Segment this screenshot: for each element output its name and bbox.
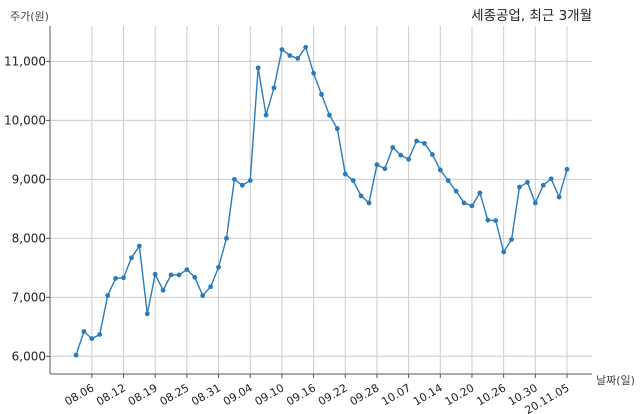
data-point bbox=[461, 200, 467, 206]
data-point bbox=[406, 156, 412, 162]
data-point bbox=[382, 166, 388, 172]
data-point bbox=[374, 162, 380, 168]
data-point bbox=[501, 249, 507, 255]
x-tick-label: 10.07 bbox=[379, 381, 413, 408]
x-tick-label: 09.04 bbox=[221, 381, 255, 408]
data-point bbox=[469, 203, 475, 209]
data-point bbox=[81, 329, 87, 334]
data-point bbox=[200, 293, 206, 298]
y-tick-labels: 6,000 7,000 8,000 9,000 10,000 11,000 bbox=[4, 54, 46, 363]
data-point bbox=[429, 152, 435, 157]
data-point bbox=[176, 272, 182, 278]
y-tick-label: 10,000 bbox=[4, 113, 46, 127]
data-point bbox=[532, 200, 538, 206]
data-point bbox=[525, 179, 530, 185]
data-point bbox=[311, 70, 316, 76]
x-tick-label: 08.25 bbox=[158, 381, 192, 408]
x-tick-label: 10.14 bbox=[411, 381, 445, 408]
data-point bbox=[231, 176, 237, 182]
y-tick-label: 11,000 bbox=[4, 54, 46, 68]
grid-lines bbox=[50, 26, 592, 374]
data-point bbox=[192, 274, 198, 280]
data-point bbox=[136, 243, 142, 249]
data-point bbox=[453, 188, 459, 194]
data-point bbox=[350, 178, 356, 183]
data-point bbox=[540, 182, 546, 188]
data-point bbox=[255, 65, 261, 71]
data-point bbox=[295, 56, 301, 61]
data-point bbox=[263, 112, 269, 118]
data-point bbox=[358, 193, 364, 199]
y-tick-label: 8,000 bbox=[12, 231, 46, 245]
x-tick-label: 08.12 bbox=[94, 381, 128, 408]
data-point bbox=[414, 138, 419, 144]
chart-title: 세종공업, 최근 3개월 bbox=[471, 8, 592, 24]
axes bbox=[46, 26, 592, 378]
y-tick-label: 7,000 bbox=[12, 290, 46, 304]
data-point bbox=[422, 140, 427, 146]
x-tick-label: 08.19 bbox=[126, 381, 160, 408]
data-point bbox=[144, 311, 150, 317]
data-point bbox=[89, 336, 95, 342]
data-point bbox=[477, 190, 483, 196]
data-point bbox=[564, 166, 570, 172]
data-point bbox=[271, 85, 277, 91]
data-point bbox=[493, 218, 499, 224]
data-point bbox=[509, 237, 514, 242]
data-point bbox=[73, 352, 79, 358]
data-point bbox=[129, 255, 134, 261]
data-point bbox=[239, 182, 245, 188]
x-tick-label: 09.10 bbox=[253, 381, 287, 408]
x-tick-label: 09.28 bbox=[348, 381, 382, 408]
data-point bbox=[485, 217, 491, 223]
data-point bbox=[327, 112, 332, 118]
y-tick-label: 9,000 bbox=[12, 172, 46, 186]
data-point bbox=[319, 92, 324, 97]
x-axis-label: 날짜(일) bbox=[596, 373, 635, 387]
data-point bbox=[184, 267, 190, 272]
data-point bbox=[342, 171, 348, 177]
data-point bbox=[216, 264, 221, 270]
data-point bbox=[517, 184, 522, 190]
data-point bbox=[334, 126, 340, 132]
data-point bbox=[121, 275, 126, 281]
data-point bbox=[105, 293, 111, 298]
data-point bbox=[160, 287, 166, 293]
x-tick-label: 10.20 bbox=[443, 381, 477, 408]
x-tick-label: 08.06 bbox=[63, 381, 97, 408]
data-point bbox=[390, 145, 396, 150]
data-point bbox=[152, 271, 158, 277]
data-point bbox=[168, 272, 174, 278]
x-tick-labels: 08.0608.1208.1908.2508.3109.0409.1009.16… bbox=[63, 381, 572, 414]
data-point bbox=[279, 47, 285, 52]
price-series bbox=[73, 44, 570, 358]
x-tick-label: 10.26 bbox=[474, 381, 508, 408]
x-tick-label: 09.22 bbox=[316, 381, 350, 408]
data-point bbox=[366, 200, 372, 206]
y-axis-label: 주가(원) bbox=[10, 10, 49, 23]
data-point bbox=[437, 167, 443, 173]
data-point bbox=[287, 53, 293, 58]
y-tick-label: 6,000 bbox=[12, 349, 46, 363]
data-point bbox=[113, 276, 118, 281]
data-point bbox=[303, 44, 309, 50]
data-point bbox=[548, 176, 554, 182]
data-point bbox=[247, 178, 253, 183]
data-point bbox=[224, 235, 229, 241]
data-point bbox=[97, 332, 103, 337]
x-tick-label: 08.31 bbox=[189, 381, 223, 408]
data-point bbox=[208, 284, 214, 290]
data-point bbox=[398, 152, 404, 158]
data-point bbox=[556, 194, 562, 200]
x-tick-label: 09.16 bbox=[284, 381, 318, 408]
data-point bbox=[445, 178, 451, 183]
